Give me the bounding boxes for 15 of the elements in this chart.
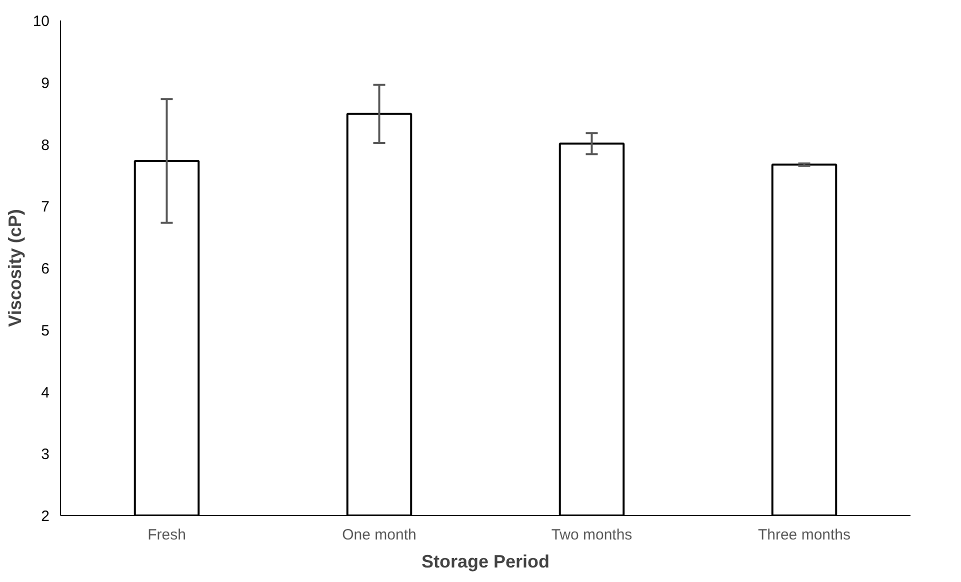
x-tick-label: Fresh	[148, 526, 186, 544]
y-tick-label: 3	[41, 446, 50, 464]
y-tick-label: 7	[41, 198, 50, 216]
y-tick-label: 8	[41, 136, 50, 154]
y-axis-title: Viscosity (cP)	[4, 209, 25, 327]
y-tick-label: 9	[41, 74, 50, 92]
x-tick-label: One month	[342, 526, 416, 544]
y-tick-label: 5	[41, 322, 50, 340]
y-tick-label: 6	[41, 260, 50, 278]
x-axis-title: Storage Period	[421, 552, 550, 572]
x-tick-label: Three months	[758, 526, 851, 544]
y-tick-label: 10	[32, 13, 50, 30]
x-tick-label: Two months	[551, 526, 632, 544]
y-tick-label: 4	[41, 384, 50, 402]
y-tick-label: 2	[41, 508, 50, 525]
